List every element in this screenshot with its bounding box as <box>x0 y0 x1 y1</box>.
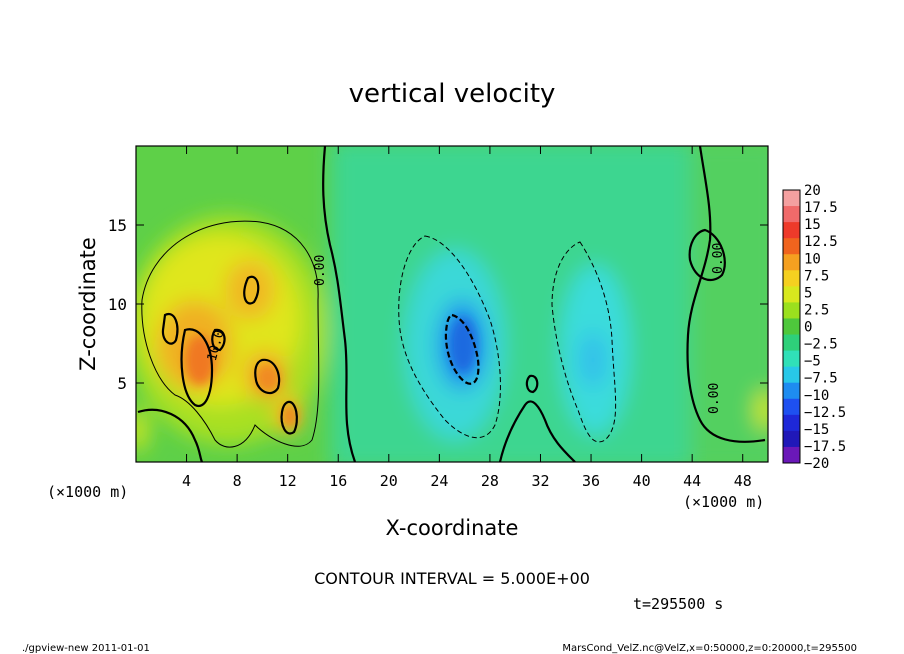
time-label: t=295500 s <box>633 595 723 613</box>
x-tick-label: 44 <box>683 472 701 490</box>
field-updraft-inner-b <box>225 260 275 320</box>
colorbar-swatch <box>783 382 800 400</box>
x-tick-label: 40 <box>633 472 651 490</box>
field-right-edge-a <box>755 390 768 430</box>
z-axis-label: Z-coordinate <box>76 237 100 371</box>
field-neutral-band <box>330 146 710 462</box>
x-tick-label: 8 <box>233 472 242 490</box>
x-tick-label: 12 <box>279 472 297 490</box>
x-unit-right: (×1000 m) <box>683 493 764 511</box>
colorbar-swatch <box>783 430 800 448</box>
colorbar-label: −20 <box>804 456 829 472</box>
colorbar-swatch <box>783 334 800 352</box>
colorbar-label: −7.5 <box>804 371 838 387</box>
contour-label-zero-c: 0.00 <box>707 383 722 414</box>
x-tick-label: 36 <box>582 472 600 490</box>
colorbar-swatch <box>783 222 800 239</box>
contour-minus10-core <box>444 313 480 385</box>
contour-zero-left-edge <box>137 408 204 462</box>
contour-minus5-downdraft-b <box>551 241 617 443</box>
colorbar-label: 15 <box>804 217 821 233</box>
colorbar-swatch <box>783 238 800 255</box>
colorbar-swatch <box>783 206 800 223</box>
field-updraft-core-c <box>282 404 298 428</box>
plot-area: 10.0 0.00 0.00 0.00 <box>136 146 768 462</box>
x-tick-label: 24 <box>430 472 448 490</box>
x-axis: 4 8 12 16 20 24 28 32 36 40 44 48 <box>182 146 752 490</box>
colorbar-swatch <box>783 350 800 368</box>
contour-plus10-blob-b <box>180 328 214 408</box>
field-band-right <box>690 146 768 462</box>
contour-label-zero-b: 0.00 <box>711 243 726 274</box>
colorbar-label: 2.5 <box>804 302 829 318</box>
contour-zero-center-base <box>498 400 576 462</box>
colorbar-swatch <box>783 414 800 432</box>
field-left-edge-a <box>136 408 148 452</box>
z-tick-label: 15 <box>108 216 127 235</box>
contour-label-zero-a: 0.00 <box>313 255 328 286</box>
contour-plus10-blob-a <box>161 312 179 345</box>
contour-minus5-downdraft-a <box>398 235 501 439</box>
contour-plus10-blob-d <box>254 358 281 395</box>
colorbar-swatch <box>783 254 800 271</box>
x-tick-label: 32 <box>531 472 549 490</box>
colorbar-swatch <box>783 366 800 384</box>
x-unit-left: (×1000 m) <box>47 483 128 501</box>
colorbar-frame <box>782 189 801 464</box>
colorbar-label: −12.5 <box>804 405 846 421</box>
colorbar-swatch <box>783 286 800 303</box>
colorbar-label: −5 <box>804 354 821 370</box>
contour-interval-note: CONTOUR INTERVAL = 5.000E+00 <box>314 569 590 588</box>
colorbar-swatch <box>783 398 800 416</box>
z-tick-label: 10 <box>108 295 127 314</box>
colorbar-label: 0 <box>804 320 812 336</box>
contour-zero-right-lobe <box>688 228 726 282</box>
colorbar-swatch <box>783 190 800 207</box>
colorbar-label: −2.5 <box>804 337 838 353</box>
colorbar-label: −15 <box>804 422 829 438</box>
field-updraft-core-b <box>256 364 280 392</box>
z-tick-label: 5 <box>117 374 127 393</box>
x-tick-label: 48 <box>734 472 752 490</box>
colorbar-label: 17.5 <box>804 200 838 216</box>
contour-plus10-blob-e <box>280 400 298 435</box>
z-axis: 5 10 15 <box>108 216 768 393</box>
colorbar-label: 10 <box>804 251 821 267</box>
colorbar-label: 20 <box>804 183 821 199</box>
contour-zero-right-column <box>686 146 766 443</box>
colorbar-label: 7.5 <box>804 268 829 284</box>
colorbar-swatch <box>783 270 800 287</box>
colorbar-swatch <box>783 446 800 464</box>
field-downdraft-b-inner <box>579 332 607 388</box>
footer-left: ./gpview-new 2011-01-01 <box>22 643 150 654</box>
colorbar-label: 12.5 <box>804 234 838 250</box>
x-tick-label: 20 <box>380 472 398 490</box>
contour-plus5-updraft <box>141 220 320 448</box>
colorbar-label: 5 <box>804 285 812 301</box>
contour-zero-small-loop <box>525 374 539 394</box>
field-downdraft-a-core <box>449 317 477 373</box>
x-tick-label: 16 <box>329 472 347 490</box>
x-tick-label: 28 <box>481 472 499 490</box>
contour-plus10-blob-c <box>243 275 260 305</box>
chart-title: vertical velocity <box>349 79 556 109</box>
x-tick-label: 4 <box>182 472 191 490</box>
contour-plus10-blob-f <box>211 328 226 352</box>
colorbar-label: −17.5 <box>804 439 846 455</box>
colorbar-swatch <box>783 302 800 319</box>
x-axis-label: X-coordinate <box>386 516 519 540</box>
colorbar-label: −10 <box>804 388 829 404</box>
contour-zero-left-column <box>322 146 357 462</box>
colorbar-swatch <box>783 318 800 336</box>
footer-right: MarsCond_VelZ.nc@VelZ,x=0:50000,z=0:2000… <box>562 643 857 654</box>
